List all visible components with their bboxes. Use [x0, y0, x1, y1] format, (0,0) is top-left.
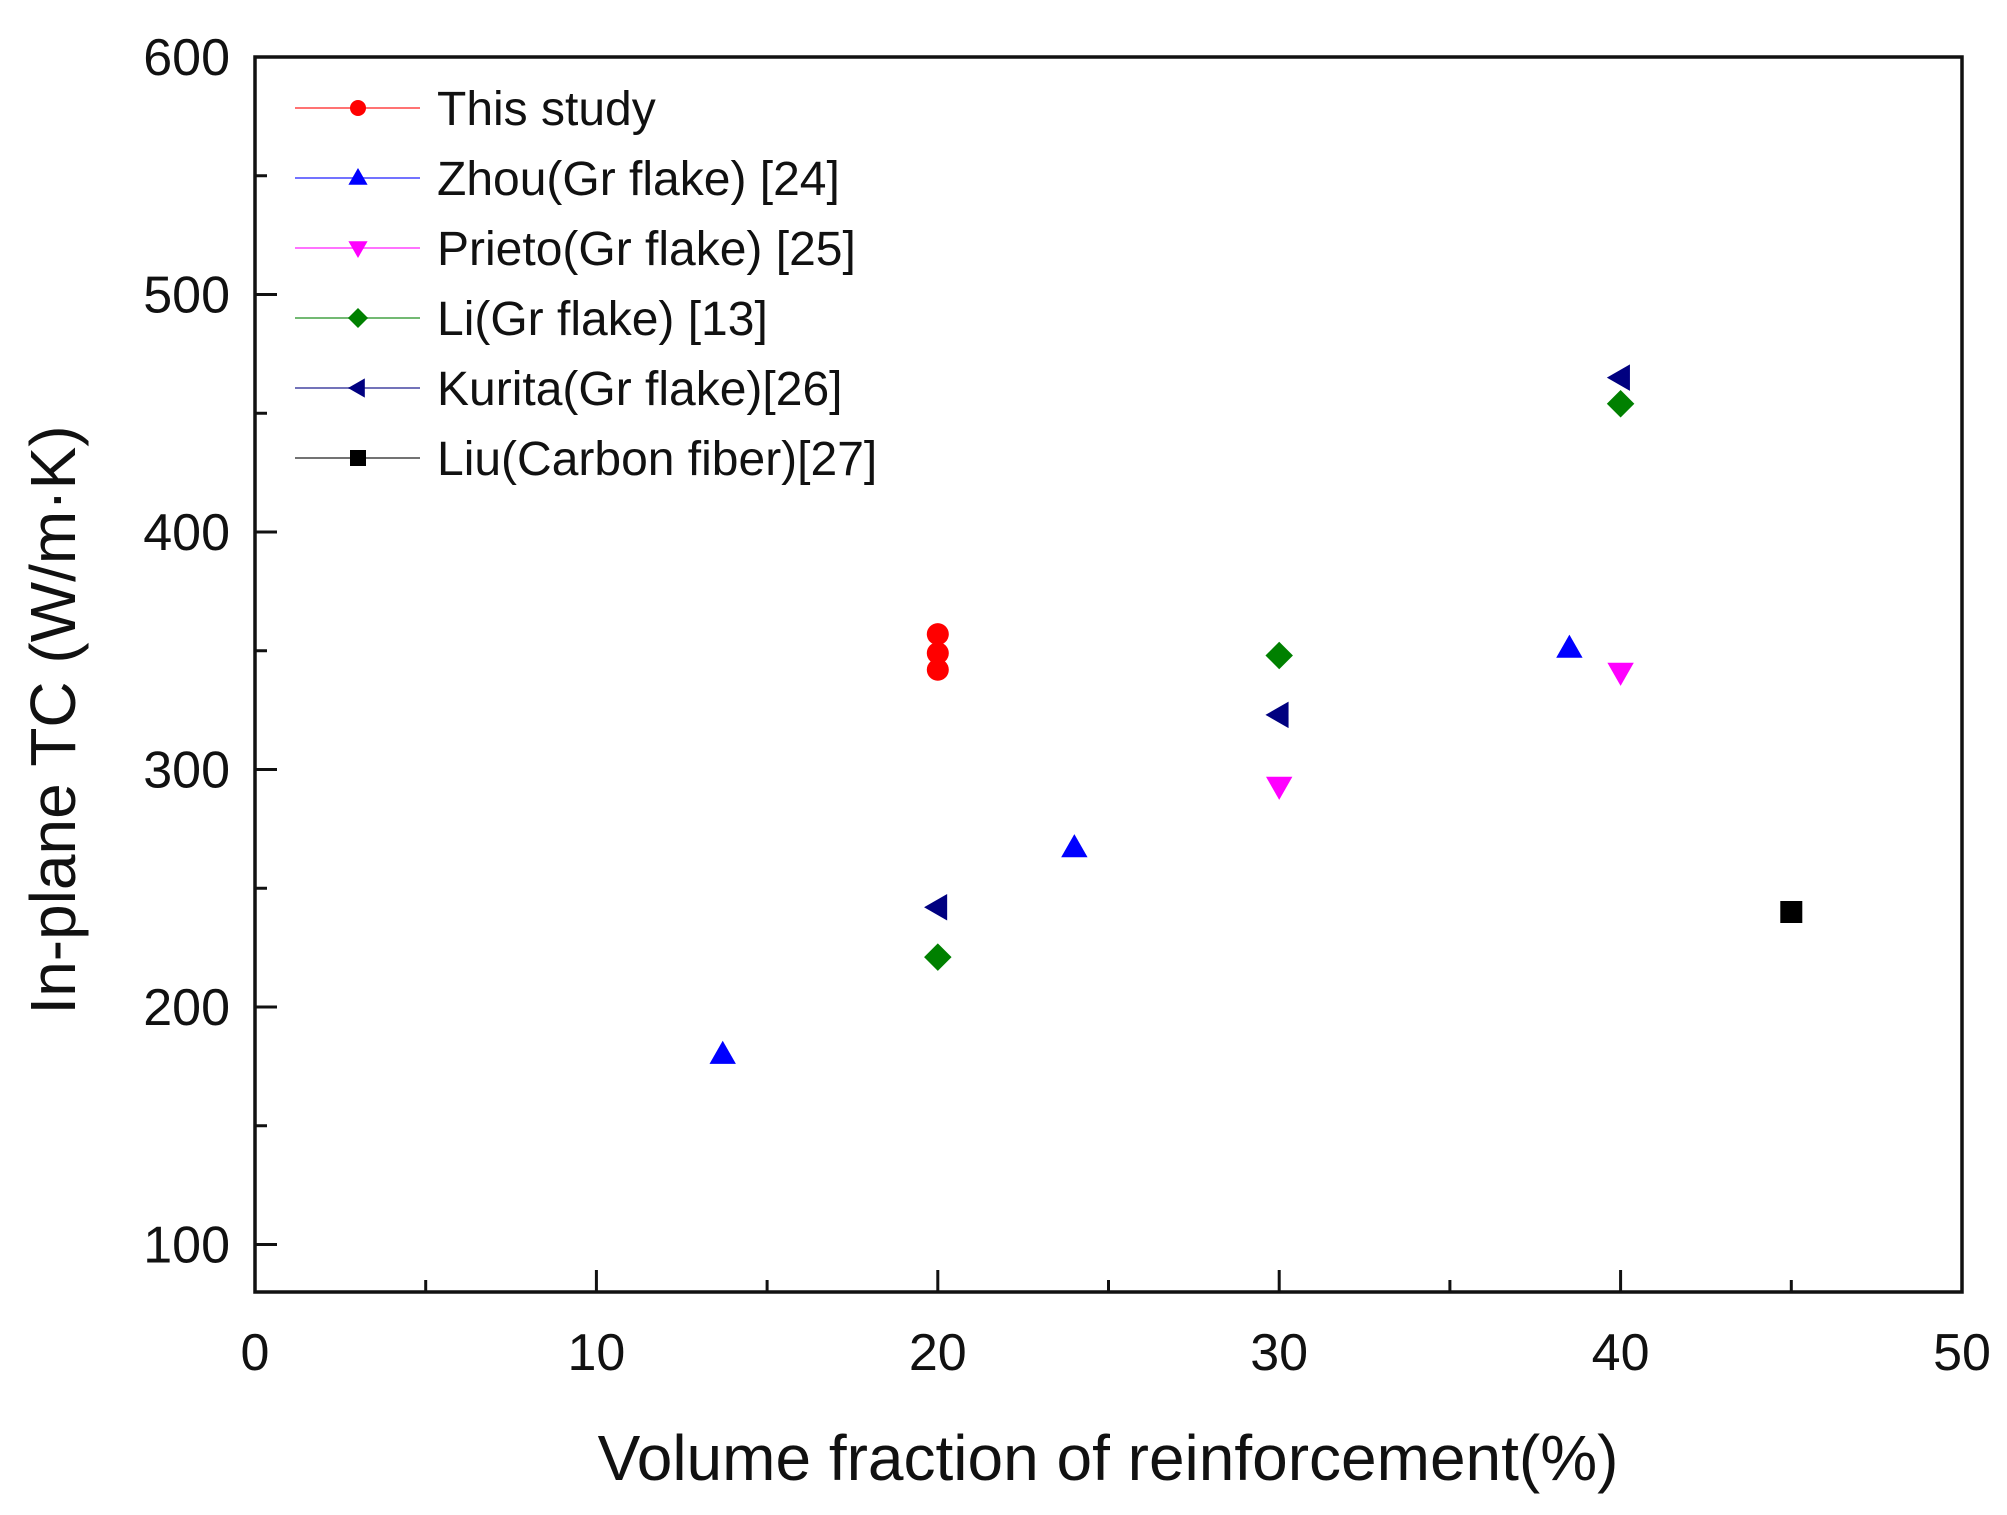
x-tick-label: 40 [1592, 1324, 1650, 1382]
data-point-circle [926, 623, 949, 646]
legend-marker-circle [350, 100, 366, 116]
legend-marker-square [350, 450, 366, 466]
data-point-triangle-left [924, 894, 948, 921]
data-points [709, 364, 1803, 1064]
legend-label: Zhou(Gr flake) [24] [437, 153, 840, 206]
x-tick-label: 50 [1933, 1324, 1991, 1382]
data-point-circle [926, 642, 949, 665]
data-point-triangle-up [1061, 834, 1088, 858]
data-point-triangle-left [1265, 701, 1289, 729]
data-point-triangle-down [1266, 776, 1293, 800]
y-tick-label: 500 [143, 267, 230, 325]
data-point-triangle-up [709, 1040, 736, 1064]
x-tick-label: 20 [909, 1324, 967, 1382]
legend-marker-triangle-down [348, 241, 368, 258]
y-tick-label: 200 [143, 979, 230, 1037]
data-point-circle [926, 658, 949, 681]
data-point-triangle-down [1607, 662, 1634, 686]
legend: This study Zhou(Gr flake) [24] Prieto(Gr f… [295, 83, 877, 486]
y-tick-label: 100 [143, 1217, 230, 1275]
data-point-triangle-up [1556, 634, 1583, 658]
legend-label: This study [437, 83, 656, 136]
x-axis-title: Volume fraction of reinforcement(%) [598, 1422, 1619, 1494]
y-tick-label: 600 [143, 29, 230, 87]
legend-marker-triangle-up [348, 168, 368, 185]
legend-marker-triangle-left [348, 378, 365, 398]
legend-label: Liu(Carbon fiber)[27] [437, 433, 877, 486]
legend-label: Prieto(Gr flake) [25] [437, 223, 856, 276]
legend-label: Li(Gr flake) [13] [437, 293, 768, 346]
x-tick-label: 0 [241, 1324, 270, 1382]
data-point-diamond [1265, 641, 1293, 670]
y-axis-title: In-plane TC (W/m·K) [17, 425, 89, 1014]
y-tick-label: 300 [143, 742, 230, 800]
legend-marker-diamond [348, 308, 368, 328]
x-tick-label: 10 [567, 1324, 625, 1382]
x-tick-label: 30 [1250, 1324, 1308, 1382]
axes: 0 10 20 30 40 50 100 200 300 400 500 600 [143, 29, 1991, 1382]
y-tick-label: 400 [143, 504, 230, 562]
data-point-square [1780, 901, 1803, 923]
data-point-diamond [1606, 390, 1635, 418]
data-point-triangle-left [1606, 364, 1630, 391]
legend-label: Kurita(Gr flake)[26] [437, 363, 842, 416]
data-point-diamond [924, 943, 952, 971]
